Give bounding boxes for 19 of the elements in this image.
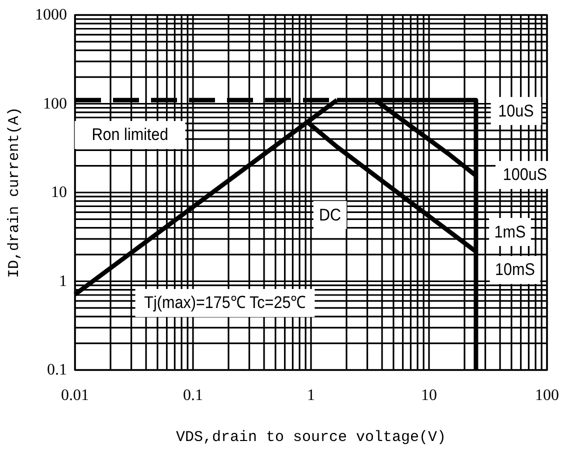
y-tick-label: 10 <box>51 184 67 201</box>
x-axis-title: VDS,drain to source voltage(V) <box>176 429 446 446</box>
y-tick-label: 1 <box>59 272 67 290</box>
annotation: Tj(max)=175℃ Tc=25℃ <box>144 294 306 312</box>
annotation: Ron limited <box>92 126 168 144</box>
x-tick-label: 0.01 <box>61 387 89 404</box>
annotation: 100uS <box>502 166 548 184</box>
x-tick-label: 1 <box>307 387 315 404</box>
x-tick-label: 100 <box>535 387 559 404</box>
annotation: 1mS <box>494 222 526 242</box>
y-tick-label: 100 <box>43 95 67 112</box>
y-tick-label: 0.1 <box>47 362 67 378</box>
y-tick-label: 1000 <box>35 6 67 24</box>
x-tick-label: 0.1 <box>183 387 203 404</box>
annotation: 10uS <box>498 102 534 120</box>
y-axis-title: ID,drain current(A) <box>6 106 23 278</box>
annotation: DC <box>318 206 342 224</box>
x-tick-label: 10 <box>421 387 437 404</box>
annotation: 10mS <box>495 260 536 280</box>
